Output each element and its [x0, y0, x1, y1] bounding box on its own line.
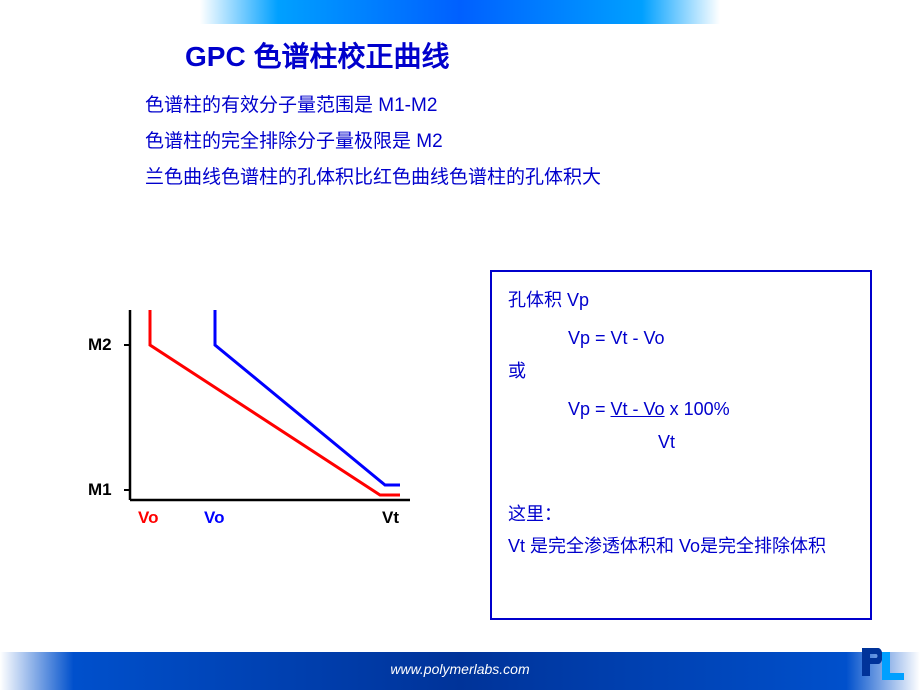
- calibration-chart: M2 M1 Vo Vo Vt: [80, 300, 420, 560]
- eq2-suffix: x 100%: [665, 399, 730, 419]
- label-vo-blue: Vo: [204, 508, 224, 528]
- box-eq-2-denom: Vt: [658, 426, 854, 458]
- label-vt: Vt: [382, 508, 399, 528]
- box-line-or: 或: [508, 355, 854, 387]
- eq2-numerator: Vt - Vo: [611, 399, 665, 419]
- box-eq-2: Vp = Vt - Vo x 100%: [568, 393, 854, 425]
- logo-p: [862, 648, 883, 676]
- label-m2: M2: [88, 335, 112, 355]
- eq2-prefix: Vp =: [568, 399, 611, 419]
- bullet-list: 色谱柱的有效分子量范围是 M1-M2 色谱柱的完全排除分子量极限是 M2 兰色曲…: [145, 88, 601, 196]
- footer-url: www.polymerlabs.com: [390, 661, 529, 677]
- page-title: GPC 色谱柱校正曲线: [185, 35, 449, 75]
- bullet-2: 色谱柱的完全排除分子量极限是 M2: [145, 124, 601, 160]
- formula-box: 孔体积 Vp Vp = Vt - Vo 或 Vp = Vt - Vo x 100…: [490, 270, 872, 620]
- box-line-1: 孔体积 Vp: [508, 284, 854, 316]
- label-vo-red: Vo: [138, 508, 158, 528]
- blue-curve: [215, 310, 400, 485]
- chart-svg: [80, 300, 420, 520]
- footer-bar: www.polymerlabs.com: [0, 652, 920, 690]
- box-definition: Vt 是完全渗透体积和 Vo是完全排除体积: [508, 530, 854, 562]
- bullet-1: 色谱柱的有效分子量范围是 M1-M2: [145, 88, 601, 124]
- box-here: 这里：: [508, 498, 854, 530]
- pl-logo: [860, 646, 908, 682]
- label-m1: M1: [88, 480, 112, 500]
- bullet-3: 兰色曲线色谱柱的孔体积比红色曲线色谱柱的孔体积大: [145, 160, 601, 196]
- box-eq-1: Vp = Vt - Vo: [568, 322, 854, 354]
- logo-l: [882, 652, 904, 680]
- top-gradient-bar: [200, 0, 720, 24]
